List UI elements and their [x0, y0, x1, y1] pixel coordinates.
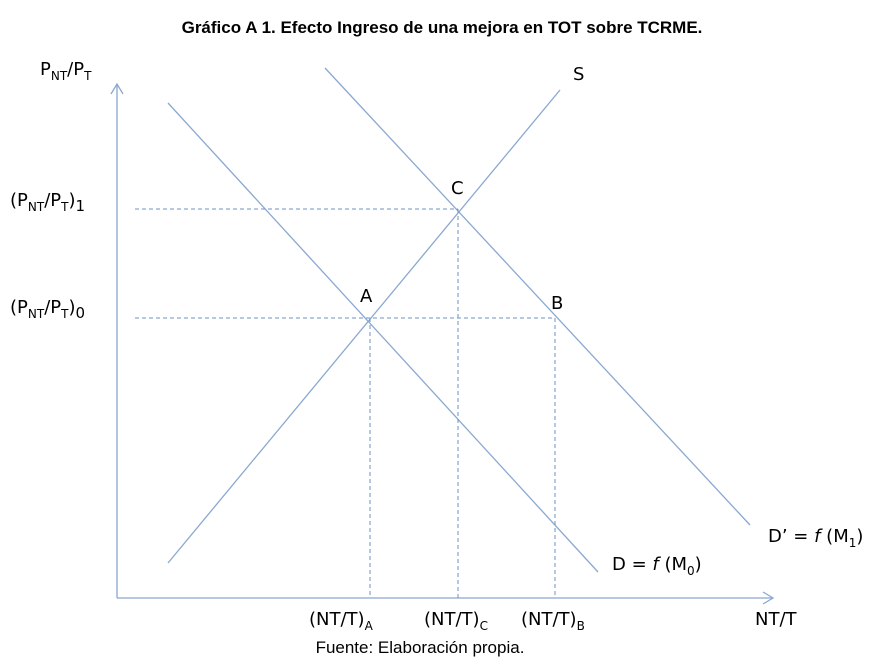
label-part: 0 — [687, 564, 695, 578]
arrow — [762, 591, 775, 605]
label-part: T — [60, 200, 69, 214]
label-part: D = — [612, 554, 652, 575]
label-part: A — [365, 619, 374, 633]
label-part: B — [577, 619, 585, 633]
demand-shifted-curve — [324, 67, 751, 526]
arrow — [110, 82, 124, 95]
label-part: f — [814, 526, 823, 547]
label-part: ) — [856, 526, 863, 547]
supply-curve — [167, 89, 561, 564]
label-part: T — [60, 307, 69, 321]
label-part: (NT/T) — [521, 609, 577, 630]
label-part: P — [40, 59, 51, 80]
price-level: (PNT/PT)0 — [10, 297, 85, 322]
label-part: T — [83, 69, 92, 83]
label-part: 1 — [76, 197, 86, 215]
demand-curve — [167, 102, 599, 573]
curve-label: S — [573, 64, 584, 85]
label-part: (M — [659, 554, 687, 575]
label-part: (P — [10, 297, 28, 318]
curve-label: D’ = f (M1) — [768, 526, 863, 550]
curve-label: D = f (M0) — [612, 554, 702, 578]
label-part: (NT/T) — [309, 609, 365, 630]
label-part: ) — [68, 190, 75, 211]
label-part: NT — [28, 307, 45, 321]
label-part: C — [480, 619, 488, 633]
label-part: ) — [68, 297, 75, 318]
title: Gráfico A 1. Efecto Ingreso de una mejor… — [182, 18, 703, 37]
label-part: /P — [44, 190, 61, 211]
label-part: /P — [44, 297, 61, 318]
label-part: 1 — [849, 536, 857, 550]
source: Fuente: Elaboración propia. — [316, 638, 525, 657]
label-part: D’ = — [768, 526, 814, 547]
quantity-level: (NT/T)B — [521, 609, 585, 633]
label-part: 0 — [76, 304, 86, 322]
price-level: (PNT/PT)1 — [10, 190, 85, 215]
y-axis-label: PNT/PT — [40, 59, 92, 83]
point-label: B — [551, 293, 563, 314]
point-label: A — [360, 286, 373, 307]
label-part: ) — [695, 554, 702, 575]
label-part: /P — [67, 59, 84, 80]
label-part: (P — [10, 190, 28, 211]
quantity-level: (NT/T)A — [309, 609, 374, 633]
quantity-level: (NT/T)C — [424, 609, 488, 633]
x-axis-label: NT/T — [755, 609, 798, 630]
label-part: NT — [28, 200, 45, 214]
point-label: C — [451, 178, 464, 199]
label-part: (M — [820, 526, 848, 547]
label-part: f — [652, 554, 661, 575]
label-part: NT — [51, 69, 68, 83]
label-part: (NT/T) — [424, 609, 480, 630]
